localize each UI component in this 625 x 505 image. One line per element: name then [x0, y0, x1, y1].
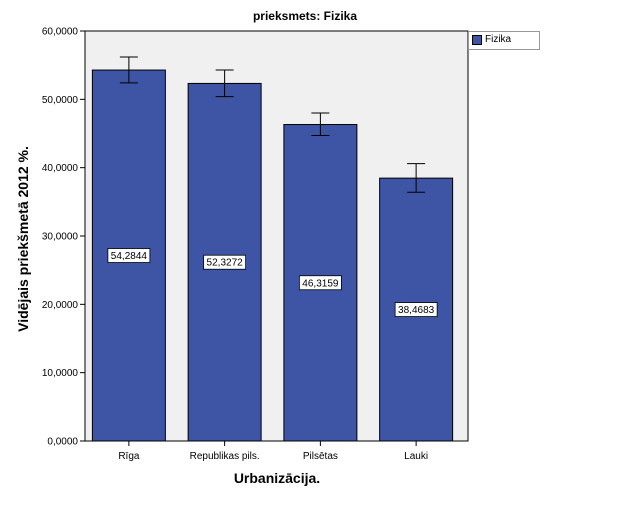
y-tick-label: 50,0000 — [42, 95, 79, 106]
data-label-box — [298, 275, 342, 291]
chart-title: prieksmets: Fizika — [253, 9, 357, 23]
data-label-box — [107, 248, 151, 263]
y-axis: 0,0000 10,0000 20,0000 30,0000 40,0000 50,000… — [42, 27, 85, 448]
x-tick-label: Republikas pils. — [190, 451, 260, 462]
y-tick-label: 20,0000 — [42, 300, 79, 311]
legend-label: Fizika — [485, 34, 512, 45]
data-label: 54,2844 — [111, 251, 148, 262]
data-label: 46,3159 — [302, 278, 339, 289]
legend: Fizika — [468, 31, 540, 50]
data-label: 52,3272 — [207, 258, 244, 269]
y-tick-label: 60,0000 — [42, 27, 79, 38]
y-axis-title: Vidējais priekšmetā 2012 %. — [15, 146, 31, 332]
bars-group: 54,2844 52,3272 46,3159 38,4683 — [91, 56, 454, 442]
y-tick-label: 30,0000 — [42, 232, 79, 243]
y-tick-label: 10,0000 — [42, 368, 79, 379]
y-tick-label: 40,0000 — [42, 163, 79, 174]
x-tick-label: Lauki — [404, 451, 428, 462]
x-axis: Rīga Republikas pils. Pilsētas Lauki — [118, 441, 428, 462]
y-tick-label: 0,0000 — [47, 437, 78, 448]
data-label-box — [394, 302, 438, 317]
x-tick-label: Rīga — [118, 451, 140, 462]
data-label: 38,4683 — [398, 305, 435, 316]
x-tick-label: Pilsētas — [303, 451, 338, 462]
x-axis-title: Urbanizācija. — [234, 470, 320, 486]
data-label-box — [203, 254, 247, 270]
legend-swatch — [472, 35, 482, 45]
